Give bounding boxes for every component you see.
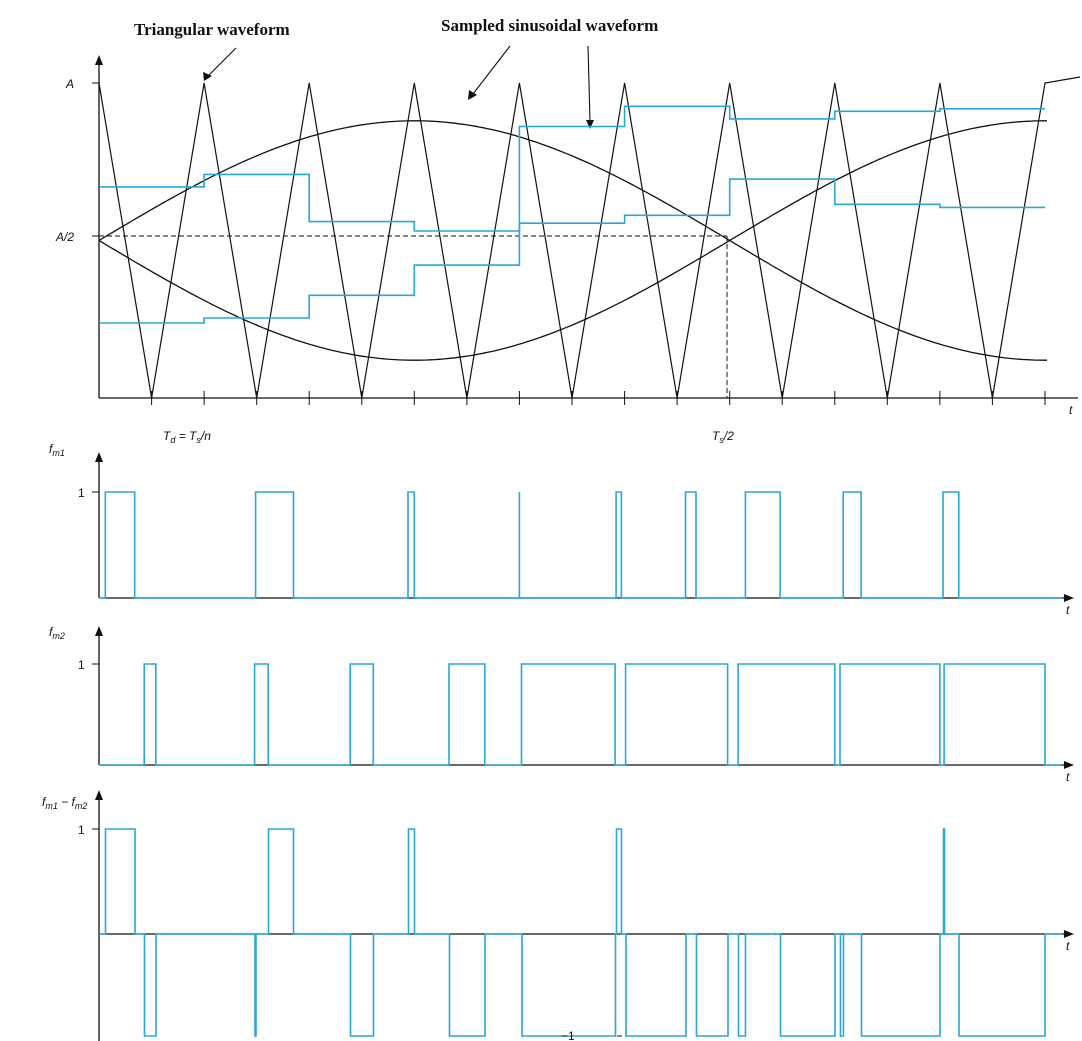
annotation-arrows xyxy=(203,45,594,129)
triangular-waveform-annotation: Triangular waveform xyxy=(134,20,290,39)
fm2-x-label: t xyxy=(1066,770,1070,784)
diff-x-label: t xyxy=(1066,939,1070,953)
top-plot: A A/2 t Td = Ts/n Ts/2 xyxy=(55,55,1081,445)
fm1-one-label: 1 xyxy=(78,486,85,500)
sine-wave-2-line xyxy=(98,120,1047,361)
diff-x-arrow xyxy=(1064,930,1074,938)
diff-label: fm1 − fm2 xyxy=(42,795,87,811)
sampled-sine-2-line xyxy=(99,105,1045,324)
sampled-sine-1-line xyxy=(99,173,1045,232)
top-y-arrow xyxy=(95,55,103,65)
td-label: Td = Ts/n xyxy=(163,429,211,445)
fm1-x-label: t xyxy=(1066,603,1070,617)
top-x-label: t xyxy=(1069,403,1073,417)
fm2-pulse-train xyxy=(99,663,1062,766)
fm2-label: fm2 xyxy=(49,625,65,641)
sine-wave-1-line xyxy=(98,120,1047,361)
fm1-plot: fm1 1 t xyxy=(49,442,1074,617)
y-label-A: A xyxy=(65,77,74,91)
diff-y-arrow xyxy=(95,790,103,800)
y-label-half: A/2 xyxy=(55,230,74,244)
fm2-one-label: 1 xyxy=(78,658,85,672)
fm2-x-arrow xyxy=(1064,761,1074,769)
fm1-x-arrow xyxy=(1064,594,1074,602)
fm1-y-arrow xyxy=(95,452,103,462)
triangular-carrier-line xyxy=(98,76,1081,399)
diff-one-label: 1 xyxy=(78,823,85,837)
fm1-pulse-train xyxy=(99,491,1062,599)
fm2-y-arrow xyxy=(95,626,103,636)
fm2-plot: fm2 1 t xyxy=(49,625,1074,784)
diff-minus-one-label: −1 xyxy=(561,1029,575,1041)
sampled-waveform-annotation: Sampled sinusoidal waveform xyxy=(441,16,658,35)
difference-plot: fm1 − fm2 1 −1 t xyxy=(42,790,1074,1041)
ts-half-label: Ts/2 xyxy=(712,429,734,445)
difference-pulse-train xyxy=(99,828,1062,1037)
fm1-label: fm1 xyxy=(49,442,65,458)
